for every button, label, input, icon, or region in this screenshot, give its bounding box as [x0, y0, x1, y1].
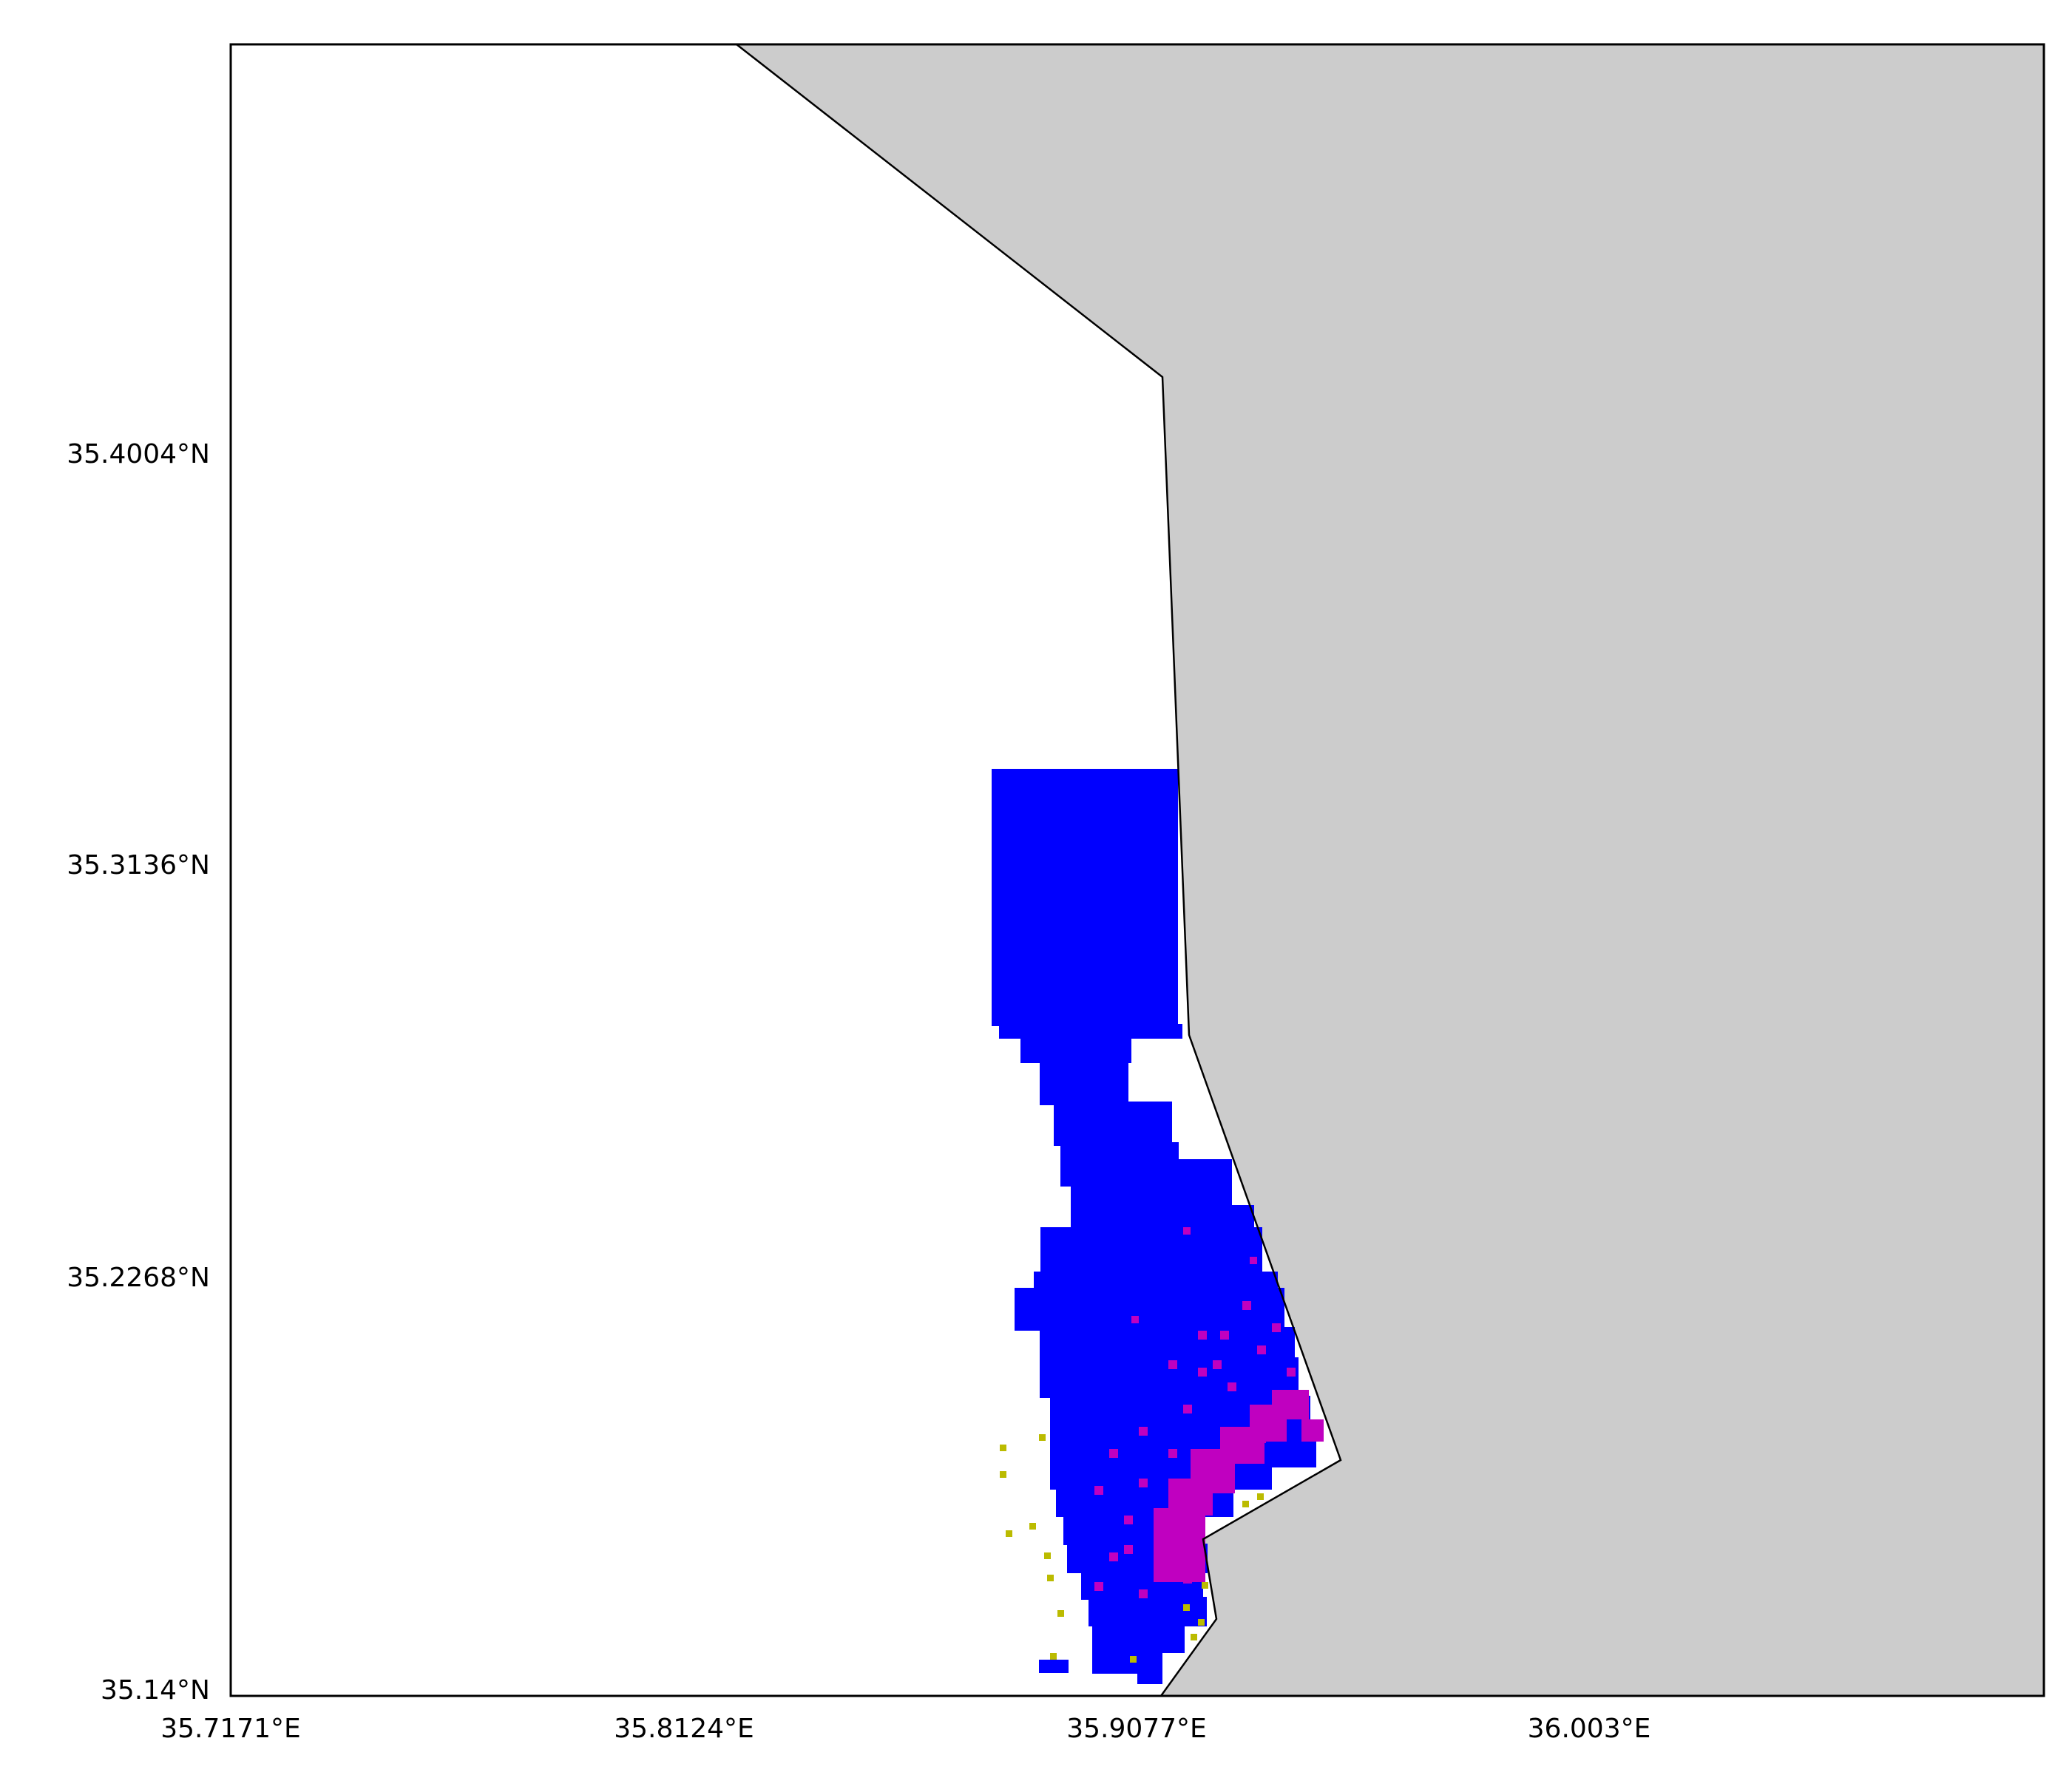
coverage-blue — [992, 769, 1316, 1684]
y-tick-label-3: 35.2268°N — [67, 1263, 210, 1293]
coastline — [736, 44, 1342, 1697]
coverage-yellow — [1000, 1434, 1264, 1663]
x-tick-label-2: 35.8124°E — [614, 1714, 754, 1744]
x-tick-label-3: 35.9077°E — [1066, 1714, 1207, 1744]
map-frame-border — [229, 43, 2045, 1697]
y-tick-label-1: 35.4004°N — [67, 439, 210, 469]
y-tick-label-2: 35.3136°N — [67, 850, 210, 880]
coverage-magenta — [1094, 1227, 1324, 1598]
y-tick-label-4: 35.14°N — [101, 1675, 210, 1706]
x-tick-label-1: 35.7171°E — [160, 1714, 301, 1744]
x-tick-label-4: 36.003°E — [1528, 1714, 1651, 1744]
land-area — [737, 44, 2044, 1696]
